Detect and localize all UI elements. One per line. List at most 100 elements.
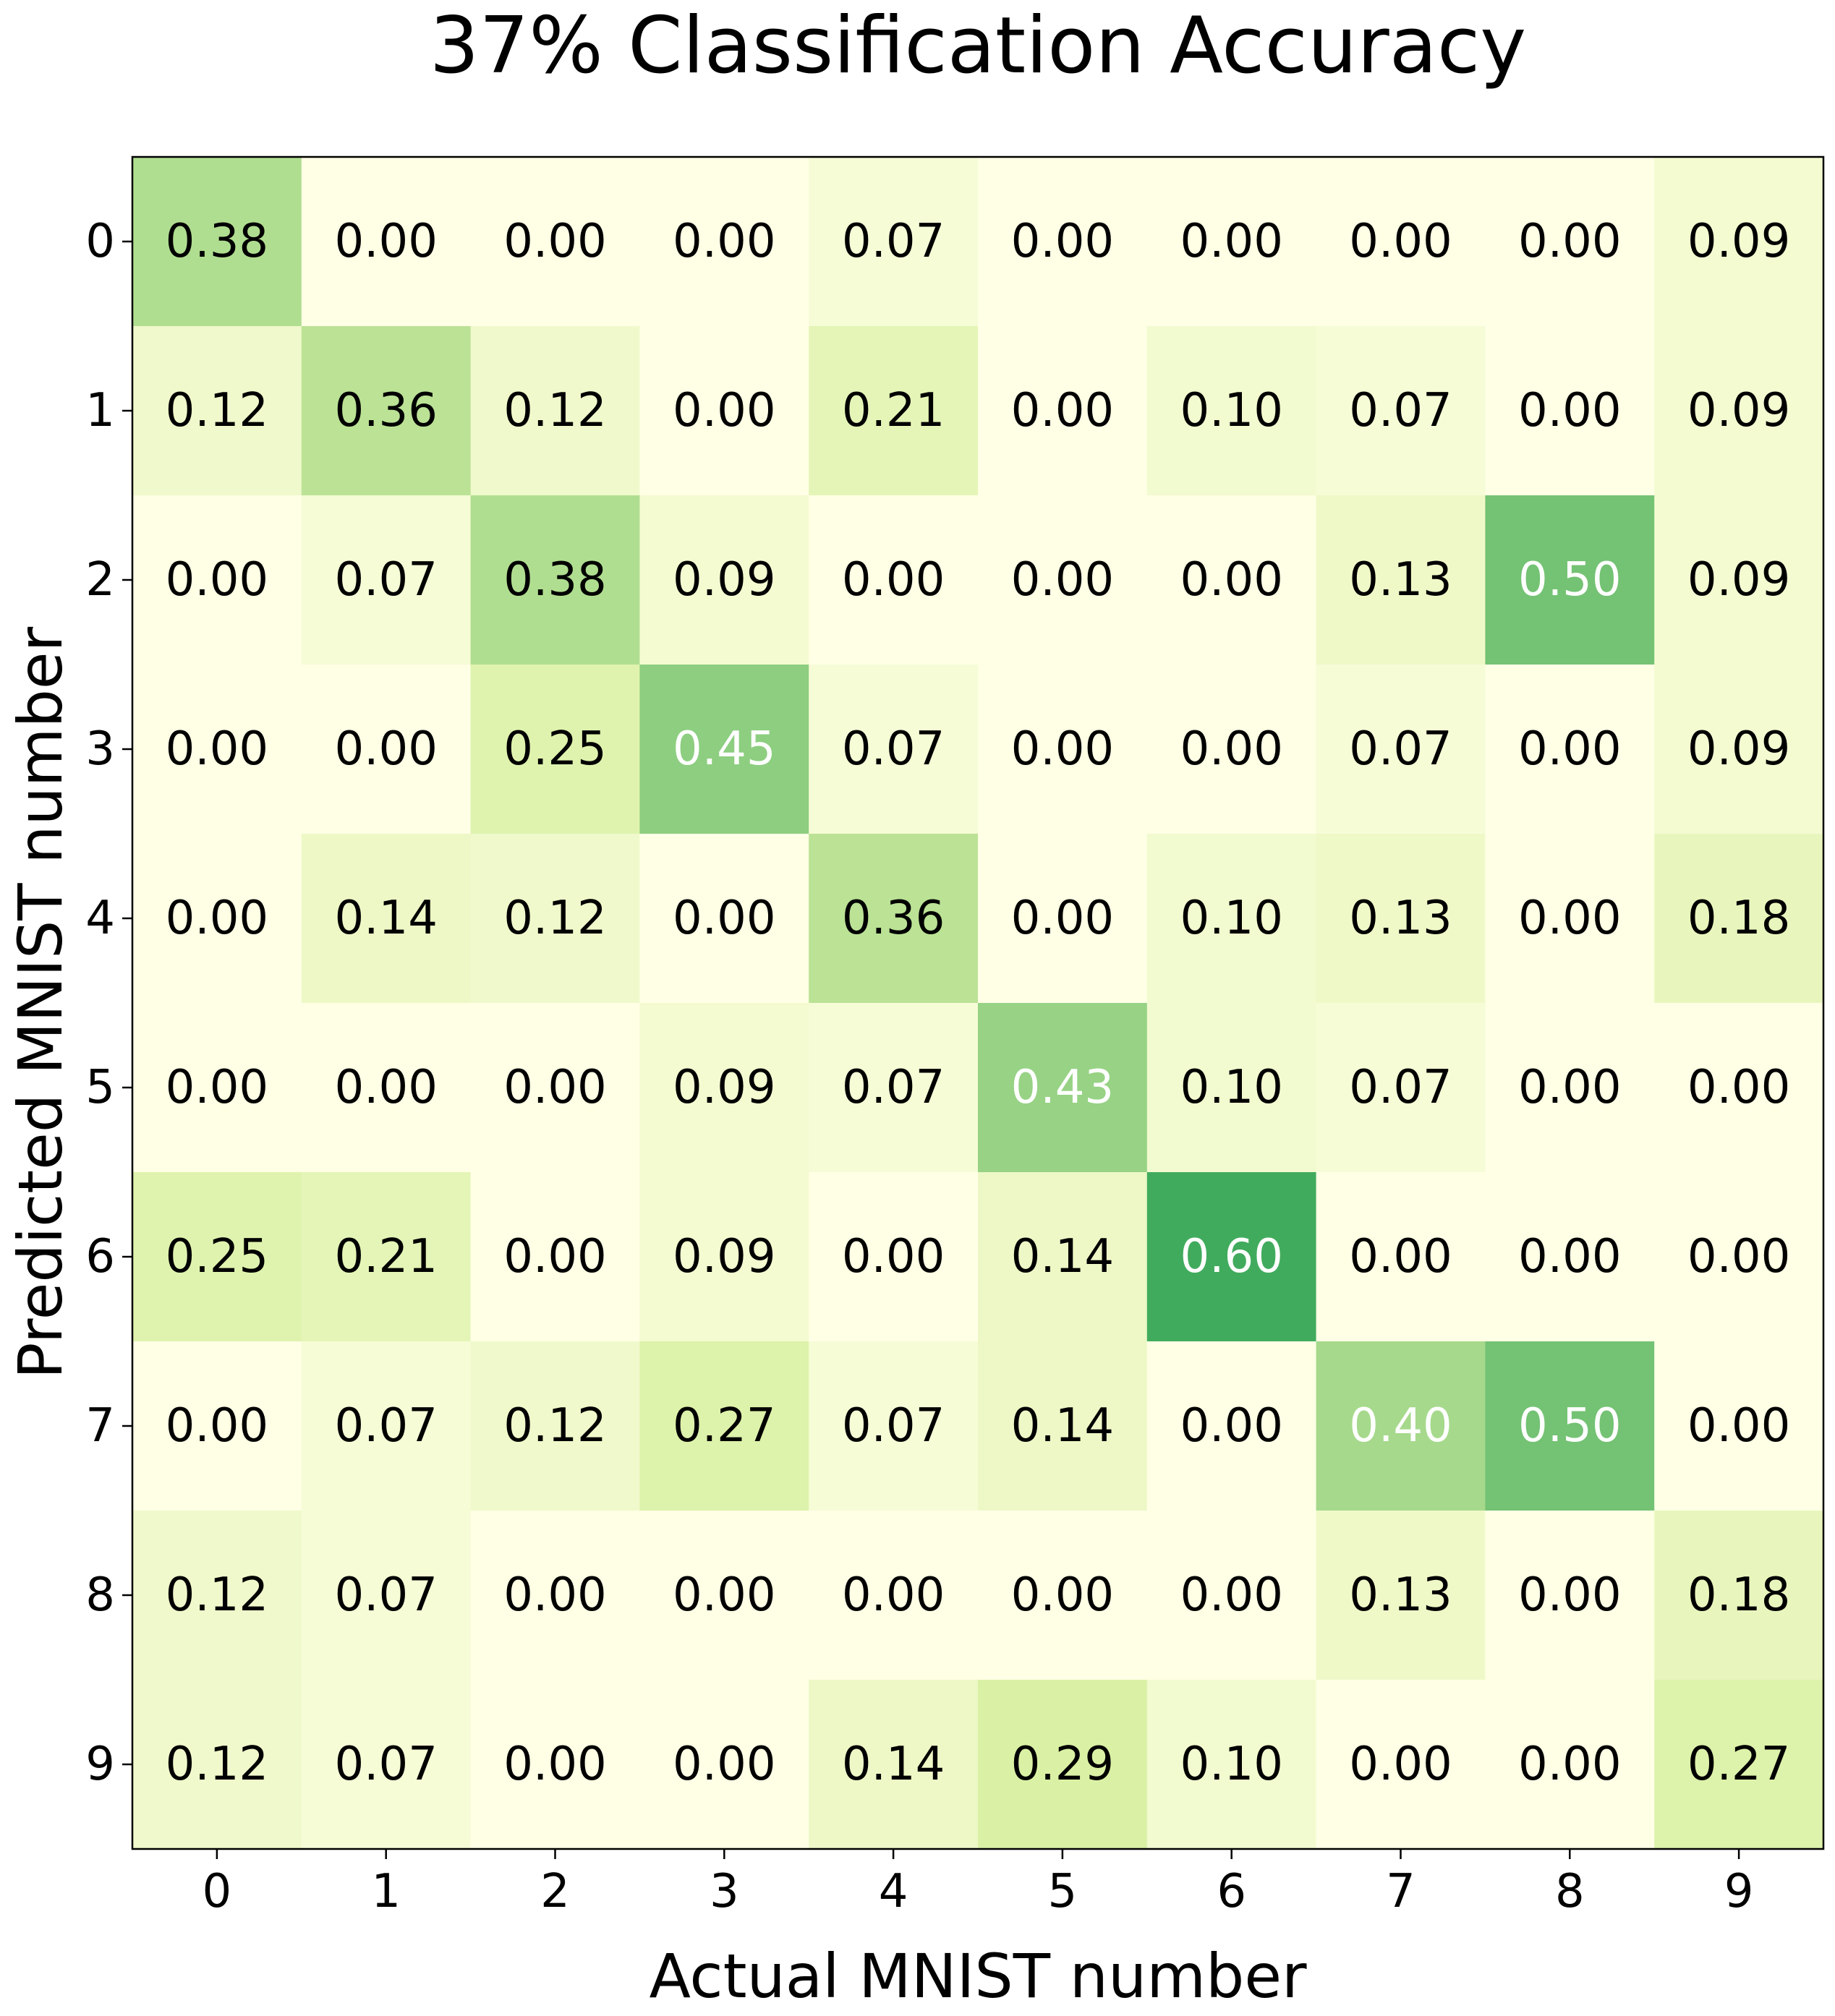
heatmap-cell-r2-c4 <box>809 495 979 665</box>
cell-value-r4-c6: 0.10 <box>1180 892 1283 945</box>
cell-value-r5-c3: 0.09 <box>673 1061 776 1114</box>
heatmap-cell-r0-c3 <box>639 157 809 327</box>
heatmap-cell-r5-c6 <box>1146 1003 1317 1173</box>
heatmap-cell-r5-c7 <box>1316 1003 1486 1173</box>
heatmap-cell-r3-c5 <box>978 665 1148 834</box>
y-tick-label-2: 2 <box>85 553 115 607</box>
cell-value-r9-c8: 0.00 <box>1518 1738 1622 1791</box>
cell-value-r0-c8: 0.00 <box>1518 215 1622 268</box>
heatmap-cell-r1-c1 <box>301 326 472 496</box>
heatmap-cell-r9-c8 <box>1485 1680 1655 1850</box>
cell-value-r5-c6: 0.10 <box>1180 1061 1283 1114</box>
heatmap-cell-r4-c7 <box>1316 834 1486 1004</box>
heatmap-cell-r8-c7 <box>1316 1511 1486 1680</box>
heatmap-cell-r8-c0 <box>132 1511 302 1680</box>
cell-value-r2-c0: 0.00 <box>166 553 269 607</box>
heatmap-cell-r6-c8 <box>1485 1172 1655 1342</box>
heatmap-cell-r9-c1 <box>301 1680 472 1850</box>
heatmap-cell-r8-c4 <box>809 1511 979 1680</box>
cell-value-r5-c4: 0.07 <box>842 1061 945 1114</box>
cell-value-r4-c8: 0.00 <box>1518 892 1622 945</box>
cell-value-r1-c0: 0.12 <box>166 384 269 437</box>
heatmap-cell-r9-c7 <box>1316 1680 1486 1850</box>
heatmap-cell-r0-c4 <box>809 157 979 327</box>
cell-value-r9-c5: 0.29 <box>1011 1738 1115 1791</box>
cell-value-r8-c1: 0.07 <box>334 1568 438 1622</box>
heatmap-cell-r1-c5 <box>978 326 1148 496</box>
cell-value-r1-c3: 0.00 <box>673 384 776 437</box>
cell-value-r4-c0: 0.00 <box>166 892 269 945</box>
cell-value-r6-c2: 0.00 <box>503 1230 607 1284</box>
cell-value-r9-c9: 0.27 <box>1687 1738 1791 1791</box>
y-axis-label: Predicted MNIST number <box>5 626 76 1379</box>
cell-value-r4-c2: 0.12 <box>503 892 607 945</box>
cell-value-r7-c9: 0.00 <box>1687 1399 1791 1453</box>
heatmap-cell-r4-c1 <box>301 834 472 1004</box>
x-tick-label-8: 8 <box>1555 1865 1585 1918</box>
y-tick-label-5: 5 <box>85 1061 115 1114</box>
cell-value-r7-c6: 0.00 <box>1180 1399 1283 1453</box>
y-tick-label-9: 9 <box>85 1738 115 1791</box>
heatmap-cell-r2-c7 <box>1316 495 1486 665</box>
cell-value-r6-c6: 0.60 <box>1180 1230 1283 1284</box>
x-tick-label-0: 0 <box>203 1865 232 1918</box>
heatmap-cell-r1-c4 <box>809 326 979 496</box>
cell-value-r5-c8: 0.00 <box>1518 1061 1622 1114</box>
heatmap-cell-r6-c9 <box>1654 1172 1824 1342</box>
cell-value-r4-c4: 0.36 <box>842 892 945 945</box>
cell-value-r8-c8: 0.00 <box>1518 1568 1622 1622</box>
heatmap-cell-labels: 0.38 0.00 0.00 0.00 0.07 0.00 0.00 0.00 0.00 0.09… <box>166 215 1791 1791</box>
cell-value-r9-c3: 0.00 <box>673 1738 776 1791</box>
cell-value-r6-c9: 0.00 <box>1687 1230 1791 1284</box>
cell-value-r2-c6: 0.00 <box>1180 553 1283 607</box>
heatmap-cell-r2-c0 <box>132 495 302 665</box>
heatmap-cell-r1-c2 <box>470 326 640 496</box>
heatmap-cell-r8-c1 <box>301 1511 472 1680</box>
x-tick-label-9: 9 <box>1724 1865 1754 1918</box>
cell-value-r0-c7: 0.00 <box>1349 215 1452 268</box>
cell-value-r2-c3: 0.09 <box>673 553 776 607</box>
cell-value-r3-c3: 0.45 <box>673 722 776 776</box>
cell-value-r8-c2: 0.00 <box>503 1568 607 1622</box>
cell-value-r8-c9: 0.18 <box>1687 1568 1791 1622</box>
heatmap-cell-r7-c2 <box>470 1341 640 1511</box>
cell-value-r0-c5: 0.00 <box>1011 215 1115 268</box>
cell-value-r2-c4: 0.00 <box>842 553 945 607</box>
cell-value-r3-c0: 0.00 <box>166 722 269 776</box>
x-axis-label: Actual MNIST number <box>649 1941 1307 2012</box>
cell-value-r0-c0: 0.38 <box>166 215 269 268</box>
heatmap-cell-r6-c0 <box>132 1172 302 1342</box>
heatmap-cell-r7-c8 <box>1485 1341 1655 1511</box>
cell-value-r5-c2: 0.00 <box>503 1061 607 1114</box>
heatmap-cell-r0-c2 <box>470 157 640 327</box>
cell-value-r0-c9: 0.09 <box>1687 215 1791 268</box>
y-tick-label-1: 1 <box>85 384 115 437</box>
cell-value-r8-c0: 0.12 <box>166 1568 269 1622</box>
cell-value-r8-c6: 0.00 <box>1180 1568 1283 1622</box>
heatmap-cell-r2-c8 <box>1485 495 1655 665</box>
cell-value-r8-c3: 0.00 <box>673 1568 776 1622</box>
heatmap-cell-r9-c5 <box>978 1680 1148 1850</box>
heatmap-cell-r2-c5 <box>978 495 1148 665</box>
heatmap-cell-r7-c5 <box>978 1341 1148 1511</box>
cell-value-r1-c8: 0.00 <box>1518 384 1622 437</box>
heatmap-cell-r4-c4 <box>809 834 979 1004</box>
cell-value-r8-c5: 0.00 <box>1011 1568 1115 1622</box>
cell-value-r6-c3: 0.09 <box>673 1230 776 1284</box>
cell-value-r6-c5: 0.14 <box>1011 1230 1115 1284</box>
cell-value-r9-c7: 0.00 <box>1349 1738 1452 1791</box>
heatmap-cell-r3-c1 <box>301 665 472 834</box>
heatmap-cell-r6-c1 <box>301 1172 472 1342</box>
cell-value-r0-c2: 0.00 <box>503 215 607 268</box>
heatmap-cell-r6-c2 <box>470 1172 640 1342</box>
chart-title: 37% Classification Accuracy <box>430 1 1526 91</box>
cell-value-r8-c7: 0.13 <box>1349 1568 1452 1622</box>
heatmap-cell-r7-c6 <box>1146 1341 1317 1511</box>
x-axis: 0 1 2 3 4 5 6 7 8 9 <box>203 1849 1754 1918</box>
heatmap-cell-r0-c0 <box>132 157 302 327</box>
cell-value-r9-c6: 0.10 <box>1180 1738 1283 1791</box>
cell-value-r2-c2: 0.38 <box>503 553 607 607</box>
heatmap-cell-r1-c9 <box>1654 326 1824 496</box>
cell-value-r3-c5: 0.00 <box>1011 722 1115 776</box>
heatmap-cell-r1-c3 <box>639 326 809 496</box>
